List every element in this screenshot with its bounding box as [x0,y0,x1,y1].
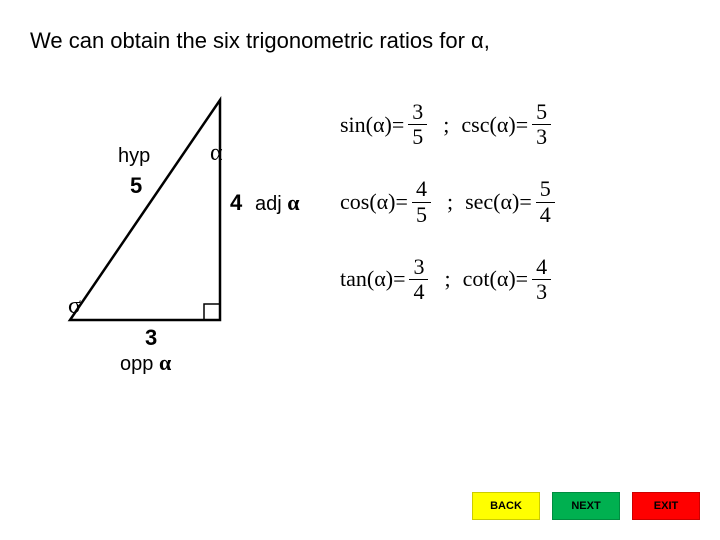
tan-den: 4 [409,280,428,304]
adj-text: adj [255,193,287,215]
triangle-svg [50,95,300,375]
opp-alpha-symbol: α [159,350,171,375]
triangle-shape [70,100,220,320]
opposite-value: 3 [145,325,157,351]
hypotenuse-value: 5 [130,173,142,199]
cos-den: 5 [412,203,431,227]
sin-den: 5 [408,125,427,149]
sec-num: 5 [536,177,555,202]
back-button[interactable]: BACK [472,492,540,520]
cot-fraction: 4 3 [532,255,551,304]
opp-text: opp [120,353,159,375]
adj-alpha-symbol: α [287,190,299,215]
exit-button[interactable]: EXIT [632,492,700,520]
csc-func: csc(α) [461,112,515,138]
sec-func: sec(α) [465,189,519,215]
semicolon: ; [447,189,453,215]
tan-func: tan(α) [340,266,393,292]
sec-fraction: 5 4 [536,177,555,226]
equals: = [519,189,531,215]
page-title: We can obtain the six trigonometric rati… [30,28,490,54]
csc-fraction: 5 3 [532,100,551,149]
cos-func: cos(α) [340,189,396,215]
cot-func: cot(α) [463,266,516,292]
csc-num: 5 [532,100,551,125]
sigma-angle-label: σ [68,293,81,320]
sin-fraction: 3 5 [408,100,427,149]
triangle-diagram: hyp 5 α 4 adj α σ 3 opp α [50,95,300,375]
cos-fraction: 4 5 [412,177,431,226]
equation-row-cos-sec: cos(α) = 4 5 ; sec(α) = 5 4 [340,177,700,226]
equals: = [392,112,404,138]
tan-num: 3 [409,255,428,280]
equals: = [516,266,528,292]
equation-row-sin-csc: sin(α) = 3 5 ; csc(α) = 5 3 [340,100,700,149]
opposite-label: opp α [120,350,171,376]
adjacent-value: 4 [230,190,242,216]
sec-den: 4 [536,203,555,227]
sin-num: 3 [408,100,427,125]
equals: = [396,189,408,215]
right-angle-box [204,304,220,320]
adjacent-label: adj α [255,190,300,216]
semicolon: ; [444,266,450,292]
equals: = [516,112,528,138]
equals: = [393,266,405,292]
next-button[interactable]: NEXT [552,492,620,520]
cot-num: 4 [532,255,551,280]
semicolon: ; [443,112,449,138]
alpha-angle-label: α [210,140,223,167]
tan-fraction: 3 4 [409,255,428,304]
cos-num: 4 [412,177,431,202]
csc-den: 3 [532,125,551,149]
nav-button-group: BACK NEXT EXIT [472,492,700,520]
sin-func: sin(α) [340,112,392,138]
hypotenuse-label: hyp [118,145,150,168]
equations-block: sin(α) = 3 5 ; csc(α) = 5 3 cos(α) = 4 5… [340,100,700,332]
equation-row-tan-cot: tan(α) = 3 4 ; cot(α) = 4 3 [340,255,700,304]
cot-den: 3 [532,280,551,304]
